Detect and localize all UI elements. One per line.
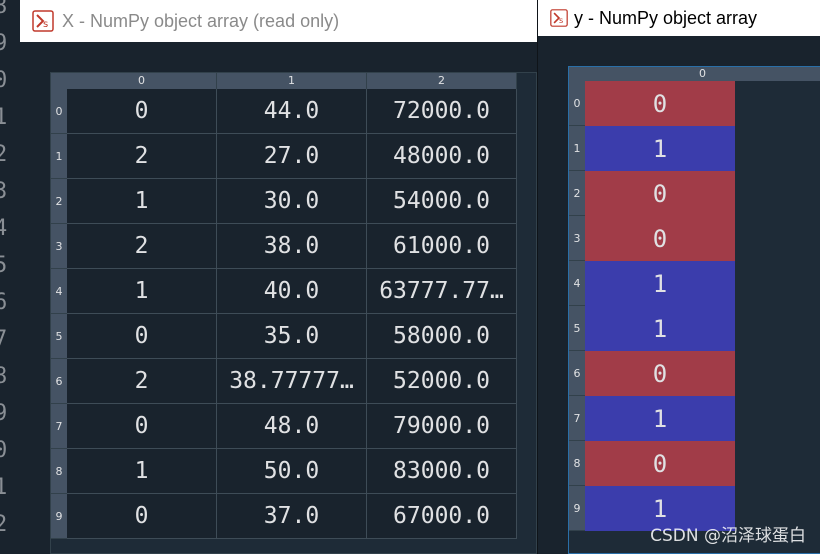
svg-text:s: s bbox=[43, 19, 48, 30]
watermark: CSDN @沼泽球蛋白 bbox=[650, 526, 806, 546]
table-cell[interactable]: 79000.0 bbox=[367, 404, 517, 449]
window-y-title: y - NumPy object array bbox=[574, 7, 758, 28]
column-header[interactable]: 2 bbox=[367, 73, 517, 89]
row-header[interactable]: 0 bbox=[51, 89, 67, 134]
spyder-app-icon: s bbox=[32, 10, 54, 32]
svg-text:s: s bbox=[559, 15, 563, 25]
row-header[interactable]: 3 bbox=[569, 216, 585, 261]
window-x-titlebar[interactable]: s X - NumPy object array (read only) bbox=[20, 0, 537, 42]
line-number: 0 bbox=[0, 68, 8, 93]
row-header[interactable]: 8 bbox=[569, 441, 585, 486]
row-header[interactable]: 6 bbox=[569, 351, 585, 396]
editor-line-gutter: 8 9 0 1 2 3 4 5 6 7 8 9 0 1 2 bbox=[0, 0, 20, 554]
column-header[interactable]: 0 bbox=[67, 73, 217, 89]
row-header[interactable]: 8 bbox=[51, 449, 67, 494]
row-header[interactable]: 5 bbox=[569, 306, 585, 351]
column-header[interactable]: 1 bbox=[217, 73, 367, 89]
row-header[interactable]: 9 bbox=[569, 486, 585, 531]
table-cell[interactable]: 0 bbox=[585, 171, 735, 216]
row-header[interactable]: 4 bbox=[51, 269, 67, 314]
line-number: 9 bbox=[0, 401, 8, 426]
table-cell[interactable]: 0 bbox=[67, 494, 217, 539]
table-cell[interactable]: 48000.0 bbox=[367, 134, 517, 179]
table-cell[interactable]: 30.0 bbox=[217, 179, 367, 224]
row-header[interactable]: 4 bbox=[569, 261, 585, 306]
line-number: 0 bbox=[0, 438, 8, 463]
line-number: 1 bbox=[0, 105, 8, 130]
table-cell[interactable]: 1 bbox=[67, 179, 217, 224]
array-grid-x[interactable]: 0 1 2 0 0 44.0 72000.0 1 2 27.0 48000.0 2 1 30.0 54000… bbox=[50, 72, 537, 554]
table-cell[interactable]: 67000.0 bbox=[367, 494, 517, 539]
table-cell[interactable]: 54000.0 bbox=[367, 179, 517, 224]
line-number: 8 bbox=[0, 0, 8, 19]
table-cell[interactable]: 44.0 bbox=[217, 89, 367, 134]
row-header[interactable]: 3 bbox=[51, 224, 67, 269]
line-number: 4 bbox=[0, 216, 8, 241]
table-cell[interactable]: 37.0 bbox=[217, 494, 367, 539]
table-cell[interactable]: 0 bbox=[67, 404, 217, 449]
row-header[interactable]: 7 bbox=[51, 404, 67, 449]
line-number: 9 bbox=[0, 31, 8, 56]
table-cell[interactable]: 1 bbox=[585, 261, 735, 306]
table-cell[interactable]: 1 bbox=[585, 126, 735, 171]
line-number: 2 bbox=[0, 142, 8, 167]
table-cell[interactable]: 0 bbox=[67, 89, 217, 134]
table-cell[interactable]: 52000.0 bbox=[367, 359, 517, 404]
table-cell[interactable]: 0 bbox=[585, 81, 735, 126]
row-header[interactable]: 0 bbox=[569, 81, 585, 126]
table-cell[interactable]: 0 bbox=[67, 314, 217, 359]
grid-corner bbox=[569, 67, 585, 83]
table-cell[interactable]: 2 bbox=[67, 359, 217, 404]
window-y-titlebar[interactable]: s y - NumPy object array bbox=[538, 0, 820, 36]
table-cell[interactable]: 2 bbox=[67, 134, 217, 179]
line-number: 2 bbox=[0, 512, 8, 537]
table-cell[interactable]: 1 bbox=[67, 269, 217, 314]
row-header[interactable]: 6 bbox=[51, 359, 67, 404]
table-cell[interactable]: 2 bbox=[67, 224, 217, 269]
table-cell[interactable]: 1 bbox=[585, 306, 735, 351]
line-number: 3 bbox=[0, 179, 8, 204]
table-cell[interactable]: 0 bbox=[585, 216, 735, 261]
table-cell[interactable]: 50.0 bbox=[217, 449, 367, 494]
row-header[interactable]: 2 bbox=[51, 179, 67, 224]
column-header[interactable]: 0 bbox=[585, 67, 820, 81]
table-cell[interactable]: 83000.0 bbox=[367, 449, 517, 494]
table-cell[interactable]: 40.0 bbox=[217, 269, 367, 314]
line-number: 6 bbox=[0, 290, 8, 315]
table-cell[interactable]: 61000.0 bbox=[367, 224, 517, 269]
row-header[interactable]: 7 bbox=[569, 396, 585, 441]
row-header[interactable]: 5 bbox=[51, 314, 67, 359]
row-header[interactable]: 2 bbox=[569, 171, 585, 216]
line-number: 7 bbox=[0, 327, 8, 352]
table-cell[interactable]: 1 bbox=[585, 486, 735, 531]
line-number: 8 bbox=[0, 364, 8, 389]
table-cell[interactable]: 38.77777… bbox=[217, 359, 367, 404]
table-cell[interactable]: 48.0 bbox=[217, 404, 367, 449]
line-number: 1 bbox=[0, 475, 8, 500]
table-cell[interactable]: 63777.77… bbox=[367, 269, 517, 314]
table-cell[interactable]: 0 bbox=[585, 441, 735, 486]
row-header[interactable]: 1 bbox=[51, 134, 67, 179]
table-cell[interactable]: 58000.0 bbox=[367, 314, 517, 359]
table-cell[interactable]: 1 bbox=[585, 396, 735, 441]
row-header[interactable]: 9 bbox=[51, 494, 67, 539]
grid-corner bbox=[51, 73, 67, 89]
row-header[interactable]: 1 bbox=[569, 126, 585, 171]
table-cell[interactable]: 72000.0 bbox=[367, 89, 517, 134]
table-cell[interactable]: 27.0 bbox=[217, 134, 367, 179]
table-cell[interactable]: 35.0 bbox=[217, 314, 367, 359]
window-x-title: X - NumPy object array (read only) bbox=[62, 10, 340, 31]
table-cell[interactable]: 0 bbox=[585, 351, 735, 396]
table-cell[interactable]: 38.0 bbox=[217, 224, 367, 269]
table-cell[interactable]: 1 bbox=[67, 449, 217, 494]
spyder-app-icon: s bbox=[550, 9, 568, 27]
line-number: 5 bbox=[0, 253, 8, 278]
